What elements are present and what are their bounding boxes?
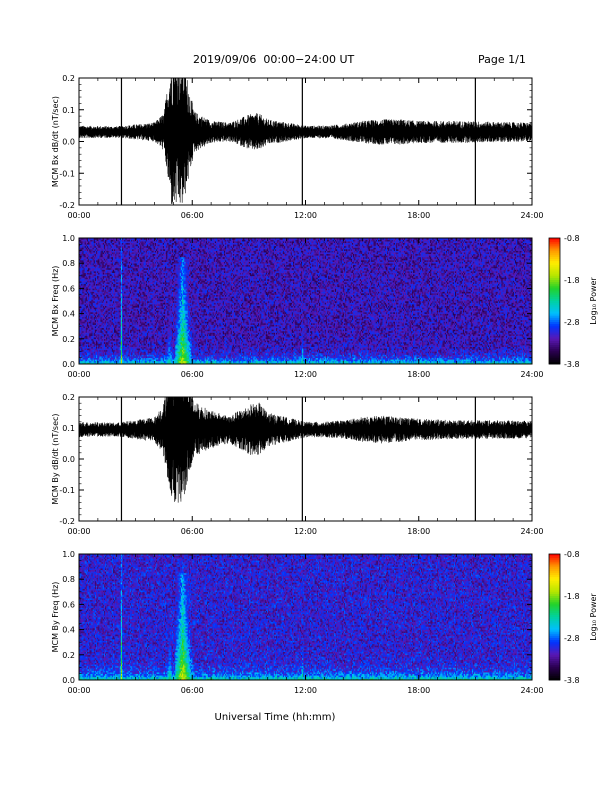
colorbar-label-3: Log₁₀ Power bbox=[589, 593, 598, 641]
x-tick-label-1-0: 00:00 bbox=[67, 370, 90, 379]
spectrogram-1 bbox=[79, 238, 532, 364]
y-tick-label-1-5: 1.0 bbox=[62, 234, 75, 243]
y-tick-label-1-3: 0.6 bbox=[62, 284, 75, 293]
x-tick-label-2-2: 12:00 bbox=[294, 527, 317, 536]
y-tick-label-0-2: 0.0 bbox=[62, 138, 75, 147]
x-tick-label-2-1: 06:00 bbox=[181, 527, 204, 536]
y-tick-label-2-1: -0.1 bbox=[59, 486, 75, 495]
y-tick-label-0-3: 0.1 bbox=[62, 106, 75, 115]
y-axis-label-1: MCM Bx Freq (Hz) bbox=[51, 266, 60, 337]
colorbar-tick-label-3-2: -2.8 bbox=[564, 634, 580, 643]
x-tick-label-1-1: 06:00 bbox=[181, 370, 204, 379]
y-tick-label-3-0: 0.0 bbox=[62, 676, 75, 685]
x-tick-label-3-1: 06:00 bbox=[181, 686, 204, 695]
x-tick-label-2-3: 18:00 bbox=[407, 527, 430, 536]
colorbar-tick-label-3-3: -3.8 bbox=[564, 676, 580, 685]
colorbar-1: -0.8 -1.8 -2.8 -3.8 Log₁₀ Power bbox=[549, 234, 598, 369]
panel-frame-0 bbox=[79, 78, 532, 205]
y-tick-label-3-5: 1.0 bbox=[62, 550, 75, 559]
x-tick-label-3-4: 24:00 bbox=[520, 686, 543, 695]
y-axis-label-0: MCM Bx dB/dt (nT/sec) bbox=[51, 96, 60, 187]
y-tick-label-3-1: 0.2 bbox=[62, 651, 75, 660]
y-tick-label-0-4: 0.2 bbox=[62, 74, 75, 83]
y-tick-label-2-0: -0.2 bbox=[59, 517, 75, 526]
y-tick-label-3-4: 0.8 bbox=[62, 575, 75, 584]
y-tick-label-1-0: 0.0 bbox=[62, 360, 75, 369]
x-tick-label-0-3: 18:00 bbox=[407, 211, 430, 220]
trace-path bbox=[79, 78, 532, 204]
y-axis-label-3: MCM By Freq (Hz) bbox=[51, 582, 60, 653]
x-tick-label-2-0: 00:00 bbox=[67, 527, 90, 536]
colorbar-tick-label-1-2: -2.8 bbox=[564, 318, 580, 327]
y-tick-label-1-1: 0.2 bbox=[62, 335, 75, 344]
y-tick-label-3-2: 0.4 bbox=[62, 626, 75, 635]
colorbar-tick-label-3-0: -0.8 bbox=[564, 550, 580, 559]
y-tick-label-1-2: 0.4 bbox=[62, 310, 75, 319]
y-tick-label-0-0: -0.2 bbox=[59, 201, 75, 210]
y-tick-label-2-3: 0.1 bbox=[62, 424, 75, 433]
x-tick-label-0-0: 00:00 bbox=[67, 211, 90, 220]
y-tick-label-2-2: 0.0 bbox=[62, 455, 75, 464]
colorbar-3: -0.8 -1.8 -2.8 -3.8 Log₁₀ Power bbox=[549, 550, 598, 685]
x-tick-label-0-2: 12:00 bbox=[294, 211, 317, 220]
x-tick-label-2-4: 24:00 bbox=[520, 527, 543, 536]
x-tick-label-0-4: 24:00 bbox=[520, 211, 543, 220]
spectrogram-3 bbox=[79, 554, 532, 680]
panel-frame-2 bbox=[79, 397, 532, 521]
colorbar-tick-label-1-0: -0.8 bbox=[564, 234, 580, 243]
colorbar-tick-label-1-1: -1.8 bbox=[564, 276, 580, 285]
colorbar-label-1: Log₁₀ Power bbox=[589, 277, 598, 325]
x-tick-label-1-3: 18:00 bbox=[407, 370, 430, 379]
x-tick-label-1-2: 12:00 bbox=[294, 370, 317, 379]
colorbar-tick-label-3-1: -1.8 bbox=[564, 592, 580, 601]
y-tick-label-2-4: 0.2 bbox=[62, 393, 75, 402]
x-tick-label-3-3: 18:00 bbox=[407, 686, 430, 695]
x-axis-label: Universal Time (hh:mm) bbox=[215, 712, 336, 723]
y-axis-label-2: MCM By dB/dt (nT/sec) bbox=[51, 413, 60, 504]
colorbar-tick-label-1-3: -3.8 bbox=[564, 360, 580, 369]
trace-path bbox=[79, 397, 532, 503]
x-tick-label-1-4: 24:00 bbox=[520, 370, 543, 379]
time-series-2 bbox=[79, 397, 532, 521]
time-series-0 bbox=[79, 78, 532, 205]
y-tick-label-3-3: 0.6 bbox=[62, 600, 75, 609]
x-tick-label-3-2: 12:00 bbox=[294, 686, 317, 695]
y-tick-label-0-1: -0.1 bbox=[59, 169, 75, 178]
y-tick-label-1-4: 0.8 bbox=[62, 259, 75, 268]
x-tick-label-0-1: 06:00 bbox=[181, 211, 204, 220]
x-tick-label-3-0: 00:00 bbox=[67, 686, 90, 695]
